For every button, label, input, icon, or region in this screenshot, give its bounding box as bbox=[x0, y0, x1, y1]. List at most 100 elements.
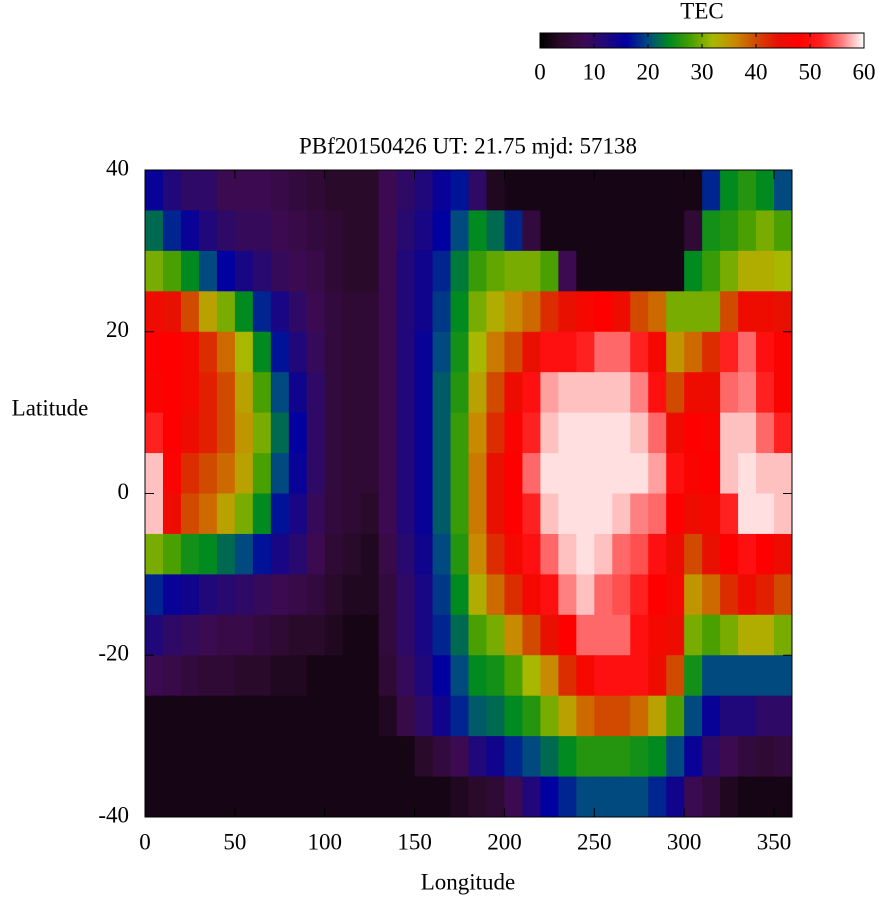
colorbar-tick-label: 30 bbox=[691, 59, 714, 84]
heatmap-cell bbox=[234, 453, 254, 494]
heatmap-cell bbox=[414, 533, 434, 575]
heatmap-cell bbox=[540, 210, 559, 252]
heatmap-cell bbox=[504, 331, 523, 373]
heatmap-cell bbox=[612, 412, 631, 454]
heatmap-cell bbox=[306, 453, 326, 494]
y-tick-label: 0 bbox=[118, 479, 130, 504]
heatmap-cell bbox=[720, 170, 739, 211]
heatmap-cell bbox=[378, 533, 398, 575]
heatmap-cell bbox=[774, 493, 793, 535]
heatmap-cell bbox=[666, 655, 685, 697]
heatmap-cell bbox=[432, 291, 452, 333]
heatmap-cell bbox=[270, 493, 290, 535]
heatmap-cell bbox=[486, 453, 505, 494]
heatmap-cell bbox=[324, 776, 344, 818]
heatmap-cell bbox=[234, 170, 254, 211]
heatmap-cell bbox=[162, 331, 182, 373]
heatmap-cell bbox=[234, 372, 254, 414]
heatmap-cell bbox=[756, 493, 775, 535]
heatmap-cell bbox=[180, 655, 200, 697]
heatmap-cell bbox=[306, 291, 326, 333]
heatmap-cell bbox=[576, 250, 595, 292]
heatmap-cell bbox=[468, 412, 487, 454]
heatmap-cell bbox=[522, 453, 541, 494]
heatmap-cell bbox=[306, 210, 326, 252]
heatmap-cell bbox=[756, 695, 775, 737]
heatmap-cell bbox=[180, 170, 200, 211]
heatmap-cell bbox=[378, 291, 398, 333]
heatmap-cell bbox=[684, 574, 703, 616]
heatmap-cell bbox=[414, 655, 434, 697]
heatmap-cell bbox=[720, 250, 739, 292]
heatmap-cell bbox=[522, 533, 541, 575]
heatmap-cell bbox=[324, 453, 344, 494]
heatmap-cell bbox=[504, 291, 523, 333]
heatmap-cell bbox=[702, 695, 721, 737]
heatmap-cell bbox=[360, 372, 380, 414]
heatmap-cell bbox=[432, 776, 452, 818]
heatmap-cell bbox=[378, 453, 398, 494]
heatmap-cell bbox=[216, 614, 236, 656]
heatmap-cell bbox=[486, 695, 505, 737]
heatmap-cell bbox=[234, 614, 254, 656]
heatmap-cell bbox=[145, 736, 164, 778]
heatmap-cell bbox=[252, 331, 272, 373]
heatmap-cell bbox=[756, 291, 775, 333]
heatmap-cell bbox=[252, 210, 272, 252]
heatmap-cell bbox=[702, 574, 721, 616]
heatmap-cell bbox=[522, 331, 541, 373]
heatmap-cell bbox=[540, 776, 559, 818]
heatmap-cell bbox=[198, 170, 218, 211]
heatmap-cell bbox=[252, 412, 272, 454]
heatmap-cell bbox=[522, 736, 541, 778]
heatmap-cell bbox=[342, 493, 362, 535]
heatmap-cell bbox=[414, 695, 434, 737]
heatmap-cell bbox=[684, 170, 703, 211]
x-tick-label: 300 bbox=[667, 829, 702, 854]
heatmap-cell bbox=[145, 614, 164, 656]
heatmap-cell bbox=[558, 291, 577, 333]
heatmap-cell bbox=[558, 736, 577, 778]
heatmap-cell bbox=[702, 453, 721, 494]
heatmap-cell bbox=[270, 776, 290, 818]
heatmap-cell bbox=[468, 453, 487, 494]
heatmap-cell bbox=[504, 250, 523, 292]
heatmap-cell bbox=[324, 291, 344, 333]
heatmap-cell bbox=[720, 412, 739, 454]
heatmap-cell bbox=[486, 331, 505, 373]
heatmap-cell bbox=[145, 493, 164, 535]
heatmap-cell bbox=[162, 493, 182, 535]
heatmap-cell bbox=[774, 655, 793, 697]
heatmap-cell bbox=[396, 372, 416, 414]
heatmap-cell bbox=[145, 250, 164, 292]
heatmap-cell bbox=[558, 331, 577, 373]
heatmap-cell bbox=[414, 736, 434, 778]
heatmap-cell bbox=[145, 574, 164, 616]
heatmap-cell bbox=[648, 574, 667, 616]
heatmap-cell bbox=[756, 453, 775, 494]
heatmap-cell bbox=[666, 372, 685, 414]
heatmap-cell bbox=[612, 210, 631, 252]
heatmap-cell bbox=[396, 331, 416, 373]
heatmap-cell bbox=[145, 331, 164, 373]
heatmap-cell bbox=[360, 614, 380, 656]
heatmap-cell bbox=[180, 736, 200, 778]
heatmap-cell bbox=[522, 291, 541, 333]
heatmap-cell bbox=[180, 372, 200, 414]
heatmap-cell bbox=[558, 250, 577, 292]
heatmap-cell bbox=[288, 574, 308, 616]
heatmap-cell bbox=[198, 210, 218, 252]
heatmap-cell bbox=[594, 331, 613, 373]
heatmap-cell bbox=[684, 736, 703, 778]
heatmap-cell bbox=[558, 655, 577, 697]
heatmap-cell bbox=[468, 614, 487, 656]
heatmap-cell bbox=[162, 533, 182, 575]
heatmap-cell bbox=[522, 776, 541, 818]
heatmap-cell bbox=[216, 493, 236, 535]
heatmap-cell bbox=[540, 453, 559, 494]
heatmap-cell bbox=[630, 736, 649, 778]
heatmap-cell bbox=[468, 695, 487, 737]
heatmap-cell bbox=[324, 170, 344, 211]
heatmap-cell bbox=[432, 372, 452, 414]
heatmap-cell bbox=[432, 493, 452, 535]
